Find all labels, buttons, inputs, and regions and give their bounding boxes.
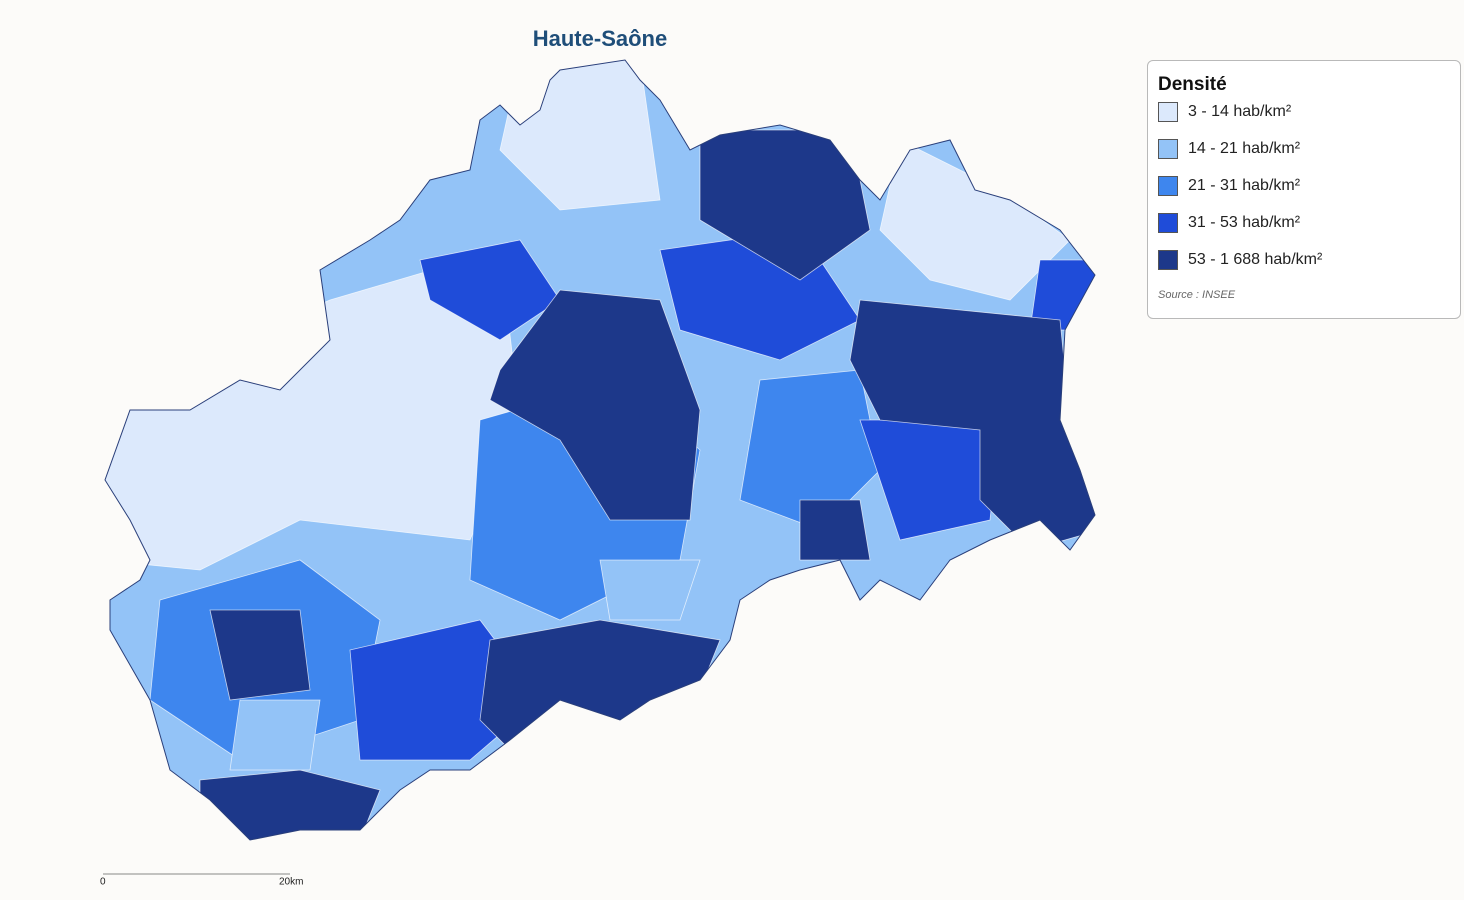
map: Haute-Saône 0 20km — [100, 26, 1096, 888]
commune-area — [479, 619, 721, 761]
communes — [105, 60, 1095, 840]
commune-area — [599, 559, 701, 621]
legend-swatch — [1158, 139, 1178, 159]
legend-label: 53 - 1 688 hab/km² — [1188, 251, 1323, 268]
legend-item: 53 - 1 688 hab/km² — [1158, 249, 1322, 271]
legend-swatch — [1158, 213, 1178, 233]
commune-area — [229, 699, 321, 771]
legend-label: 21 - 31 hab/km² — [1188, 177, 1301, 194]
legend-label: 3 - 14 hab/km² — [1188, 103, 1292, 120]
legend-item: 31 - 53 hab/km² — [1158, 212, 1300, 234]
legend-swatch — [1158, 102, 1178, 122]
legend-item: 14 - 21 hab/km² — [1158, 138, 1300, 160]
commune-area — [799, 499, 871, 561]
scale-start: 0 — [100, 877, 106, 888]
commune-area — [419, 239, 561, 341]
legend-label: 14 - 21 hab/km² — [1188, 140, 1301, 157]
legend-item: 21 - 31 hab/km² — [1158, 175, 1300, 197]
legend-label: 31 - 53 hab/km² — [1188, 214, 1301, 231]
legend-item: 3 - 14 hab/km² — [1158, 101, 1291, 123]
scale-end: 20km — [279, 877, 303, 888]
department-outline — [104, 59, 1096, 841]
legend-swatch — [1158, 176, 1178, 196]
legend-swatch — [1158, 250, 1178, 270]
commune-area — [489, 289, 701, 521]
source: Source : INSEE — [1158, 289, 1236, 301]
legend: Densité 3 - 14 hab/km² 14 - 21 hab/km² 21 … — [1147, 60, 1461, 319]
map-title: Haute-Saône — [533, 26, 667, 51]
legend-title: Densité — [1158, 74, 1227, 95]
commune-area — [209, 609, 311, 701]
